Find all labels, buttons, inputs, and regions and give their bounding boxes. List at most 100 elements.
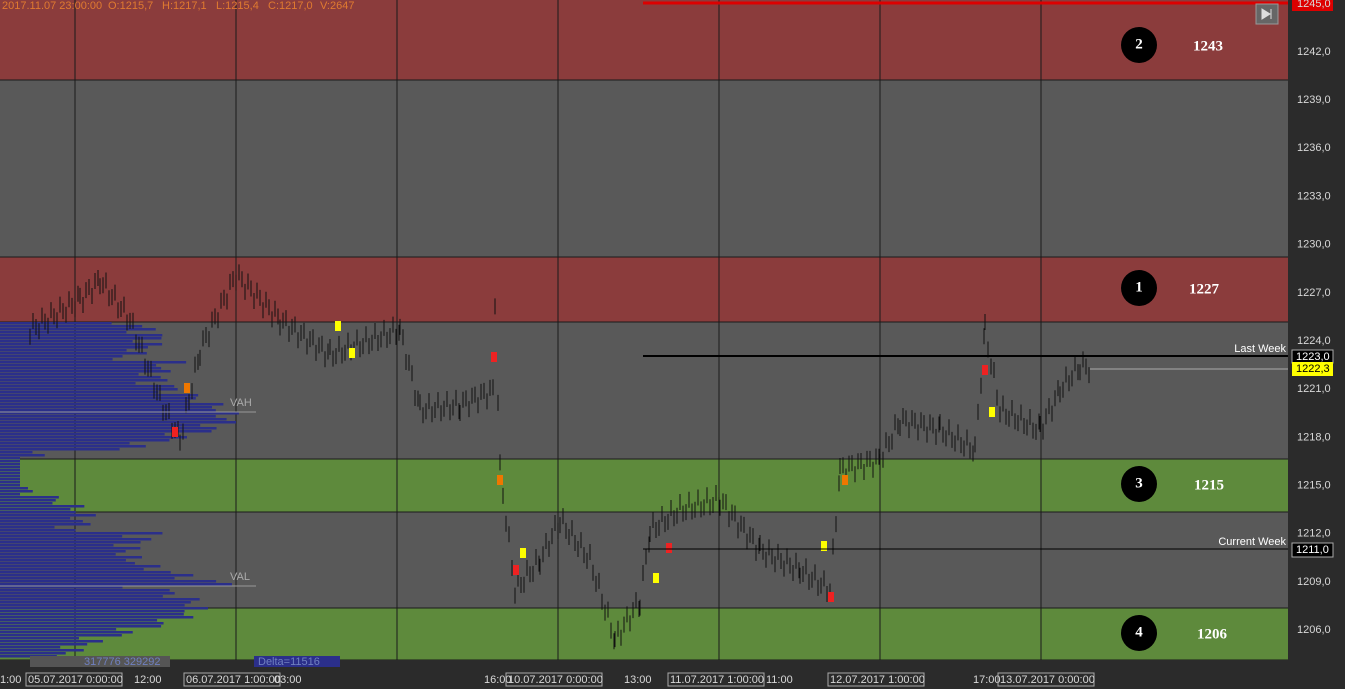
- current-week-label: Current Week: [1218, 536, 1286, 548]
- profile-bar: [0, 508, 71, 511]
- profile-bar: [0, 364, 157, 367]
- volume-profile: [0, 322, 239, 658]
- profile-delta: Delta=11516: [258, 656, 320, 668]
- profile-bar: [0, 325, 143, 328]
- profile-bar: [0, 550, 126, 553]
- profile-bar: [0, 478, 20, 481]
- profile-bar: [0, 373, 139, 376]
- high-badge: [1292, 0, 1333, 11]
- time-axis: [0, 660, 1288, 689]
- price-label: 1212,0: [1297, 528, 1331, 540]
- profile-bar: [0, 376, 161, 379]
- badge-bg: [1291, 542, 1334, 558]
- time-label: 12.07.2017 1:00:00: [830, 674, 925, 686]
- time-box: [827, 672, 925, 687]
- profile-bar: [0, 637, 79, 640]
- vah-label: VAH: [230, 397, 252, 409]
- plot-bg: [0, 0, 1288, 660]
- cluster-highlight: [520, 548, 526, 558]
- profile-bar: [0, 511, 76, 514]
- profile-bar: [0, 655, 57, 658]
- time-label: 06.07.2017 1:00:00: [186, 674, 281, 686]
- profile-bar: [0, 535, 123, 538]
- profile-bar: [0, 610, 185, 613]
- profile-bar: [0, 484, 20, 487]
- profile-bar: [0, 565, 161, 568]
- profile-bar: [0, 388, 178, 391]
- profile-bar: [0, 556, 142, 559]
- profile-bar: [0, 451, 33, 454]
- zone-marker: [1121, 270, 1157, 306]
- zone-level: 1243: [1193, 38, 1223, 54]
- header-open: O:1215,7: [108, 0, 153, 12]
- profile-bar: [0, 340, 133, 343]
- zone-number: 4: [1135, 624, 1143, 640]
- cluster-highlight: [172, 427, 178, 437]
- profile-bar: [0, 580, 217, 583]
- profile-bar: [0, 640, 103, 643]
- profile-bar: [0, 583, 232, 586]
- current-week-badge: 1211,0: [1296, 544, 1329, 556]
- profile-bar: [0, 601, 191, 604]
- price-label: 1221,0: [1297, 383, 1331, 395]
- profile-bar: [0, 538, 152, 541]
- profile-bar: [0, 574, 194, 577]
- profile-bar: [0, 355, 123, 358]
- profile-bar: [0, 391, 159, 394]
- profile-bar: [0, 334, 163, 337]
- price-axis: [1288, 0, 1345, 689]
- profile-bar: [0, 439, 170, 442]
- header: 2017.11.07 23:00:00 O:1215,7 H:1217,1 L:…: [2, 0, 354, 12]
- time-label: 05.07.2017 0:00:00: [28, 674, 123, 686]
- scroll-icon: [1261, 8, 1272, 20]
- price-label: 1230,0: [1297, 239, 1331, 251]
- time-label: 03:00: [274, 674, 302, 686]
- profile-bar: [0, 532, 163, 535]
- time-label: 11.07.2017 1:00:00: [670, 674, 764, 686]
- profile-bar: [0, 412, 239, 415]
- profile-bar: [0, 589, 170, 592]
- profile-bar: [0, 361, 187, 364]
- profile-bar: [0, 394, 199, 397]
- profile-bar: [0, 502, 53, 505]
- profile-bar: [0, 358, 113, 361]
- profile-bar: [0, 418, 227, 421]
- profile-bar: [0, 496, 59, 499]
- badge-bg: [1292, 362, 1333, 376]
- price-label: 1224,0: [1297, 335, 1331, 347]
- profile-bar: [0, 337, 162, 340]
- time-label: 10.07.2017 0:00:00: [508, 674, 603, 686]
- profile-bar: [0, 649, 84, 652]
- zone-level: 1215: [1194, 477, 1224, 493]
- profile-bar: [0, 559, 126, 562]
- header-volume: V:2647: [320, 0, 354, 12]
- cluster-highlight: [828, 592, 834, 602]
- zone-1: [0, 257, 1288, 322]
- zone-level: 1227: [1189, 281, 1220, 297]
- zone-marker: [1121, 466, 1157, 502]
- profile-bar: [0, 463, 20, 466]
- cluster-highlight: [821, 541, 827, 551]
- profile-bar: [0, 382, 136, 385]
- profile-bar: [0, 595, 163, 598]
- zone-marker: [1121, 615, 1157, 651]
- zone-number: 2: [1135, 36, 1143, 52]
- time-label: 13.07.2017 0:00:00: [1000, 674, 1095, 686]
- profile-bar: [0, 517, 71, 520]
- profile-bar: [0, 619, 158, 622]
- profile-bar: [0, 343, 163, 346]
- profile-bar: [0, 460, 20, 463]
- last-week-label: Last Week: [1234, 343, 1286, 355]
- cluster-highlight: [513, 565, 519, 575]
- profile-bar: [0, 430, 212, 433]
- header-high: H:1217,1: [162, 0, 207, 12]
- cluster-highlight: [335, 321, 341, 331]
- price-label: 1239,0: [1297, 94, 1331, 106]
- cluster-highlight: [491, 352, 497, 362]
- profile-volumes: 317776 329292: [84, 656, 160, 668]
- profile-bar: [0, 487, 28, 490]
- profile-bar: [0, 520, 83, 523]
- price-label: 1218,0: [1297, 431, 1331, 443]
- profile-bar: [0, 652, 66, 655]
